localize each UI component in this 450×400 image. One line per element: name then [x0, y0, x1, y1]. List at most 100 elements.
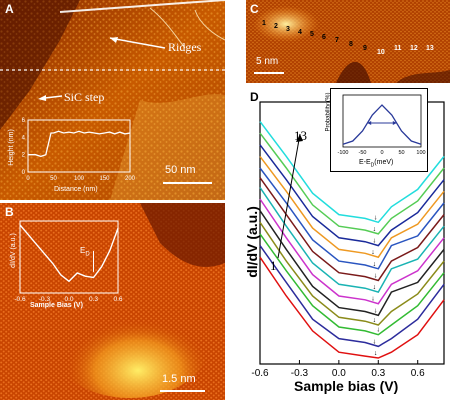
site-number-2: 2: [274, 23, 278, 30]
dirac-point-arrow-5: ↓: [374, 307, 378, 314]
dirac-point-arrow-7: ↓: [373, 284, 377, 291]
chart-d-xtick: 0.3: [371, 368, 385, 379]
fwhm-arrowhead-right: [392, 121, 397, 125]
height-profile-chart: 0 2 4 6 0 50 100 150 200: [22, 118, 136, 182]
inset-a-ytick: 4: [22, 135, 26, 141]
chart-d-xtick: -0.6: [251, 368, 269, 379]
chart-d-xtick: 0.6: [411, 368, 425, 379]
inset-d-xlabel-sub: D: [370, 162, 375, 169]
spectrum-line-3: [259, 233, 445, 336]
inset-d-ylabel: Probability (%): [325, 92, 332, 132]
panel-d-label: D: [250, 90, 259, 104]
inset-a-ytick: 6: [22, 118, 26, 124]
series-direction-arrowhead: [296, 134, 303, 142]
stm-image-b: [0, 203, 225, 400]
spectrum-line-6: [259, 198, 445, 305]
sic-step-label: SiC step: [64, 90, 105, 104]
dIdV-spectra-chart: -0.6 -0.3 0.0 0.3 0.6↓↓↓↓↓↓↓↓↓↓↓↓↓: [251, 101, 445, 379]
chart-d-xtick: -0.3: [291, 368, 309, 379]
fwhm-arrowhead-left: [367, 121, 372, 125]
spectrum-line-11: [259, 144, 445, 247]
site-number-12: 12: [410, 45, 418, 52]
scale-bar-b-label: 1.5 nm: [162, 373, 196, 385]
site-number-8: 8: [349, 41, 353, 48]
spectrum-line-9: [259, 167, 445, 270]
dirac-marker-e: E: [80, 246, 86, 255]
dirac-point-arrow-3: ↓: [377, 327, 381, 334]
dirac-point-arrow-12: ↓: [373, 226, 377, 233]
spectrum-line-8: [259, 177, 445, 282]
site-number-1: 1: [262, 20, 266, 27]
spectrum-line-5: [259, 210, 445, 317]
spectrum-line-2: [259, 245, 445, 348]
inset-b-xlabel: Sample Bias (V): [30, 302, 83, 309]
inset-b-xtick: -0.3: [39, 296, 51, 303]
panel-b: B 1.5 nm -0.6 -0.3 0.0 0.3 0.6 dI/dV (a.u.) …: [0, 203, 225, 400]
inset-a-xtick: 150: [99, 176, 110, 182]
dirac-point-arrow-13: ↓: [374, 214, 378, 221]
inset-b-xtick: 0.0: [64, 296, 73, 303]
inset-a-xtick: 0: [26, 176, 30, 182]
annotation-1: 1: [270, 258, 277, 273]
site-number-10: 10: [377, 49, 385, 56]
site-number-7: 7: [335, 37, 339, 44]
spectrum-line-4: [259, 221, 445, 326]
site-number-11: 11: [394, 45, 402, 52]
site-number-5: 5: [310, 31, 314, 38]
site-number-4: 4: [298, 29, 302, 36]
inset-a-xtick: 200: [125, 176, 135, 182]
dirac-point-arrow-8: ↓: [374, 272, 378, 279]
dirac-point-arrow-6: ↓: [371, 296, 375, 303]
inset-a-xtick: 50: [50, 176, 57, 182]
probability-inset: -100 -50 0 50 100 Probability (%) E-ED(meV): [326, 88, 428, 172]
panel-a: A Ridges SiC step 50 nm 0 2 4 6 0 50 100 150 200…: [0, 0, 225, 200]
site-number-3: 3: [286, 26, 290, 33]
spectrum-line-7: [259, 186, 445, 293]
probability-curve: [342, 104, 422, 145]
inset-a-xlabel: Distance (nm): [54, 186, 98, 193]
inset-a-xtick: 100: [74, 176, 85, 182]
probability-chart: -100 -50 0 50 100: [337, 94, 426, 156]
dirac-point-arrow-4: ↓: [373, 317, 377, 324]
annotation-13: 13: [294, 128, 307, 143]
scale-bar-a-label: 50 nm: [165, 164, 196, 176]
inset-b-xtick: -0.6: [14, 296, 26, 303]
inset-d-xtick: 50: [398, 150, 404, 156]
spectrum-line-12: [259, 132, 445, 235]
inset-d-xtick: -50: [359, 150, 367, 156]
dIdV-inset-line: [19, 224, 119, 283]
dirac-point-arrow-2: ↓: [373, 338, 377, 345]
inset-d-xtick: 0: [380, 150, 383, 156]
height-profile-inset: 0 2 4 6 0 50 100 150 200 Height (nm) Distance (n…: [7, 114, 136, 196]
site-number-9: 9: [363, 45, 367, 52]
scale-bar-c-label: 5 nm: [256, 56, 279, 67]
chart-d-xlabel: Sample bias (V): [294, 378, 399, 394]
dirac-marker-sub: D: [85, 251, 90, 258]
inset-b-xtick: 0.6: [113, 296, 122, 303]
inset-b-xtick: 0.3: [89, 296, 98, 303]
panel-c-label: C: [250, 2, 259, 16]
spectrum-line-13: [259, 121, 445, 224]
inset-a-ylabel: Height (nm): [7, 129, 15, 166]
stm-image-a: [0, 0, 225, 200]
inset-d-frame: [342, 94, 422, 148]
dIdV-inset-b: -0.6 -0.3 0.0 0.3 0.6 dI/dV (a.u.) Sample Bi…: [6, 217, 124, 311]
spectrum-line-1: [259, 256, 445, 359]
panel-a-label: A: [5, 2, 14, 16]
site-number-13: 13: [426, 45, 434, 52]
chart-d-xtick: 0.0: [332, 368, 346, 379]
dirac-point-arrow-9: ↓: [373, 261, 377, 268]
panel-c: C 5 nm 1 2 3 4 5 6 7 8 9 10 11 12 13: [246, 0, 450, 83]
inset-a-ytick: 2: [22, 153, 26, 159]
inset-d-xlabel-unit: (meV): [374, 159, 394, 166]
inset-a-frame: [27, 119, 131, 173]
site-number-6: 6: [322, 34, 326, 41]
height-profile-line: [28, 130, 131, 158]
dirac-point-arrow-10: ↓: [371, 249, 375, 256]
dirac-marker-label: ED: [80, 246, 90, 258]
inset-d-xtick: -100: [337, 150, 348, 156]
spectrum-line-10: [259, 155, 445, 259]
ridges-label: Ridges: [168, 40, 202, 54]
inset-a-ytick: 0: [22, 170, 26, 176]
series-direction-arrow: [277, 133, 301, 259]
